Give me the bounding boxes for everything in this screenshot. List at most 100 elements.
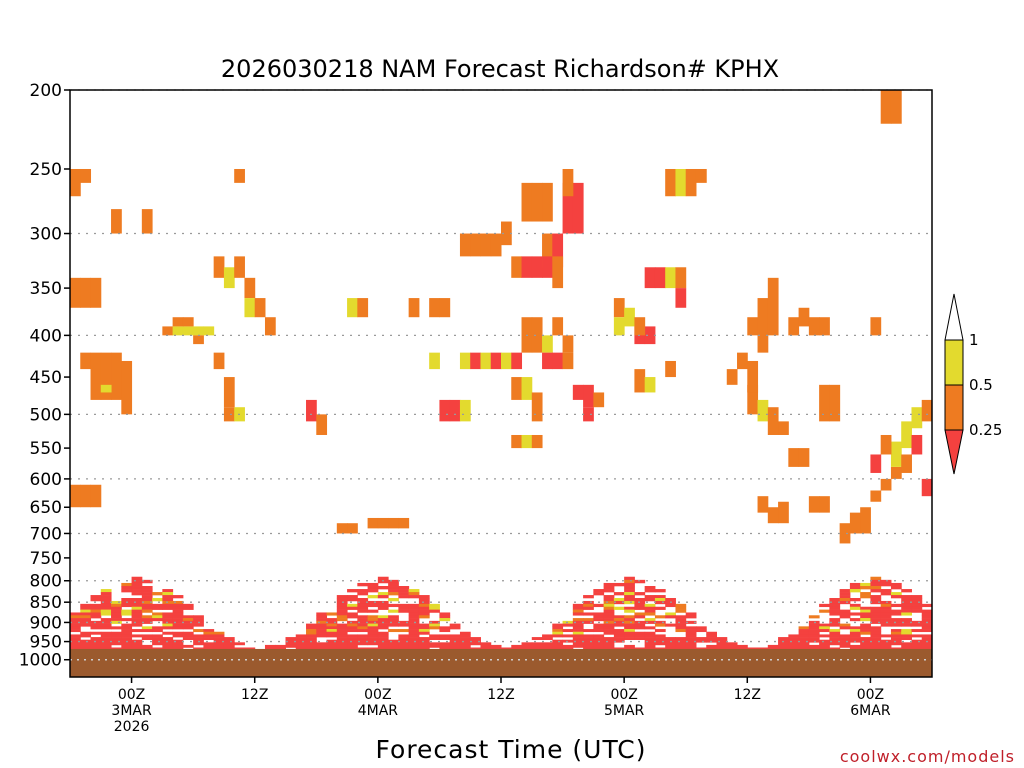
ri-cell (182, 637, 194, 641)
ri-cell (839, 523, 851, 544)
ri-cell (552, 647, 564, 651)
ri-cell (418, 637, 430, 641)
ri-cell (839, 612, 851, 616)
ri-cell (408, 618, 420, 622)
ri-cell (911, 647, 923, 651)
ri-cell (890, 620, 902, 624)
plot-area (70, 90, 932, 677)
ri-cell (367, 618, 379, 622)
ri-cell (213, 639, 225, 643)
legend-arrow-bottom (944, 429, 964, 475)
ri-cell (449, 647, 461, 651)
ri-cell (316, 629, 328, 633)
ri-cell (654, 600, 666, 605)
ri-cell (90, 647, 102, 651)
ri-cell (901, 609, 912, 613)
ri-cell (778, 647, 789, 651)
ri-cell (182, 317, 194, 327)
ri-cell (726, 647, 738, 651)
ri-cell (306, 626, 317, 630)
ri-cell (100, 589, 112, 593)
ri-cell (347, 639, 358, 643)
ri-cell (367, 629, 379, 633)
ri-cell (172, 317, 184, 327)
ri-cell (531, 647, 543, 651)
y-tick-label: 900 (30, 613, 62, 633)
ri-cell (111, 352, 122, 400)
ri-cell (336, 626, 348, 630)
ri-cell (111, 637, 122, 641)
ri-cell (552, 233, 564, 268)
ri-cell (295, 642, 307, 646)
ri-cell (870, 582, 882, 587)
ri-cell (654, 623, 666, 627)
ri-cell (152, 592, 163, 596)
ri-cell (860, 615, 871, 619)
ri-cell (90, 595, 102, 599)
ri-cell (798, 629, 810, 633)
ri-cell (111, 634, 122, 638)
ri-cell (552, 623, 564, 627)
ri-cell (418, 626, 430, 630)
ri-cell (829, 620, 841, 624)
ri-cell (223, 637, 235, 641)
ri-cell (367, 595, 379, 599)
x-tick-label: 6MAR (850, 703, 891, 719)
ri-cell (644, 612, 656, 616)
ri-cell (644, 637, 656, 641)
ri-cell (377, 586, 389, 590)
ri-cell (644, 586, 656, 590)
ri-cell (347, 634, 358, 638)
ri-cell (80, 609, 92, 613)
x-axis-label: Forecast Time (UTC) (376, 735, 647, 764)
ri-cell (459, 642, 471, 646)
ri-cell (583, 637, 594, 641)
ri-cell (870, 600, 882, 605)
ri-cell (603, 637, 615, 641)
ri-cell (593, 603, 605, 608)
ri-cell (121, 582, 133, 587)
ri-cell (511, 647, 523, 651)
ri-cell (572, 634, 584, 638)
ri-cell (152, 618, 163, 622)
ri-cell (849, 606, 861, 610)
ri-cell (901, 637, 912, 641)
ri-cell (121, 589, 133, 593)
ri-cell (316, 642, 328, 646)
ri-cell (552, 639, 564, 643)
ri-cell (357, 600, 369, 605)
ri-cell (182, 620, 194, 624)
ri-cell (182, 326, 194, 336)
legend-label: 0.5 (969, 376, 993, 394)
ri-cell (634, 592, 646, 596)
ri-cell (439, 399, 451, 422)
ri-cell (593, 642, 605, 646)
ri-cell (480, 233, 492, 257)
ri-cell (131, 579, 143, 584)
ri-cell (665, 644, 676, 648)
ri-cell (80, 631, 92, 635)
ri-cell (357, 592, 369, 596)
ri-cell (901, 620, 912, 624)
ri-cell (901, 644, 912, 648)
ri-cell (295, 637, 307, 641)
ri-cell (80, 634, 92, 638)
ri-cell (644, 626, 656, 630)
ri-cell (880, 579, 892, 584)
ri-cell (521, 644, 533, 648)
ri-cell (223, 642, 235, 646)
ri-cell (398, 637, 410, 641)
ri-cell (890, 441, 902, 467)
ri-cell (675, 644, 687, 648)
ri-cell (870, 631, 882, 635)
ri-cell (470, 233, 481, 257)
ri-cell (295, 647, 307, 651)
ri-cell (347, 629, 358, 633)
ri-cell (665, 612, 676, 616)
ri-cell (870, 576, 882, 581)
ri-cell (901, 612, 912, 616)
ri-cell (172, 634, 184, 638)
ri-cell (860, 637, 871, 641)
ri-cell (388, 582, 399, 587)
ri-cell (347, 644, 358, 648)
